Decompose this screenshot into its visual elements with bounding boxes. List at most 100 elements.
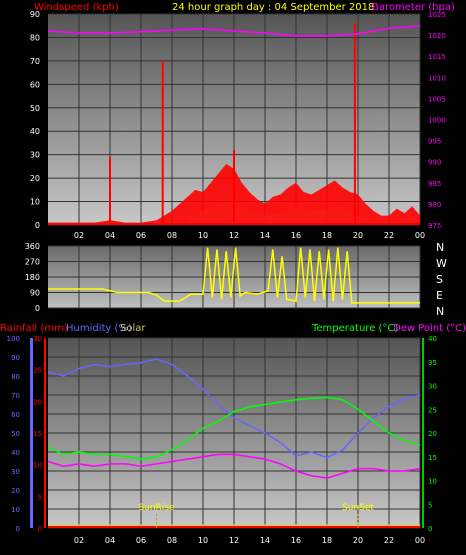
x-tick-label: 10	[198, 536, 208, 545]
tick-label: 995	[428, 138, 441, 146]
tick-label: 985	[428, 180, 441, 188]
tick-label: 20	[33, 398, 42, 406]
tick-label: 70	[30, 57, 40, 66]
barometer-series	[47, 25, 421, 37]
tick-label: 20	[11, 487, 20, 495]
tick-label: 40	[30, 127, 40, 136]
tick-label: 270	[25, 258, 40, 267]
compass-label: N	[436, 305, 444, 318]
solar-legend: Solar	[120, 323, 146, 334]
x-tick-label: 04	[105, 231, 115, 240]
tick-label: 1025	[428, 11, 446, 19]
tick-label: 20	[428, 430, 437, 438]
compass-label: W	[436, 257, 447, 270]
temp-humidity-grid	[48, 337, 421, 529]
tick-label: 50	[11, 430, 20, 438]
compass-label: S	[436, 273, 443, 286]
tick-label: 0	[35, 221, 40, 230]
x-tick-label: 16	[291, 536, 301, 545]
tick-label: 180	[25, 273, 40, 282]
wind-title: Windspeed (kph)	[34, 2, 119, 13]
time-axis-ticks-bottom: 02 04 06 08 10 12 14 16 18 20 22 00	[74, 536, 425, 545]
rain-legend: Rainfall (mm)	[0, 323, 68, 334]
temperature-axis-ticks: 0 5 10 15 20 25 30 35 40	[428, 335, 437, 533]
tick-label: 90	[30, 10, 40, 19]
x-tick-label: 14	[260, 231, 270, 240]
x-tick-label: 18	[322, 536, 332, 545]
tick-label: 25	[33, 367, 42, 375]
tick-label: 50	[30, 104, 40, 113]
baro-title: Barometer (hpa)	[372, 2, 455, 13]
rain-axis-bar	[44, 338, 46, 528]
tick-label: 15	[428, 454, 437, 462]
x-tick-label: 12	[229, 536, 239, 545]
tick-label: 975	[428, 222, 441, 230]
time-axis-ticks: 02 04 06 08 10 12 14 16 18 20 22 00	[74, 231, 425, 240]
tick-label: 100	[7, 335, 20, 343]
rain-axis-ticks: 0 5 10 15 20 25 30	[33, 335, 42, 533]
tick-label: 10	[428, 478, 437, 486]
wind-direction-line	[48, 247, 420, 304]
tick-label: 5	[38, 493, 42, 501]
tick-label: 60	[30, 80, 40, 89]
x-tick-label: 16	[291, 231, 301, 240]
barometer-line	[47, 25, 421, 37]
x-tick-label: 22	[384, 536, 394, 545]
x-tick-label: 22	[384, 231, 394, 240]
x-tick-label: 02	[74, 536, 84, 545]
humidity-legend: Humidity (%)	[66, 323, 132, 334]
x-tick-label: 14	[260, 536, 270, 545]
x-tick-label: 04	[105, 536, 115, 545]
tick-label: 80	[11, 373, 20, 381]
tick-label: 0	[428, 525, 432, 533]
tick-label: 30	[11, 468, 20, 476]
temp-humidity-series	[47, 358, 421, 528]
compass-label: N	[436, 241, 444, 254]
tick-label: 35	[428, 359, 437, 367]
day-title: 24 hour graph day : 04 September 2018	[172, 2, 374, 13]
x-tick-label: 18	[322, 231, 332, 240]
sunset-marker-label: SunSet	[342, 503, 374, 513]
baro-axis-ticks: 975 980 985 990 995 1000 1005 1010 1015 1020 1025	[428, 11, 446, 230]
tick-label: 5	[428, 501, 432, 509]
x-tick-label: 10	[198, 231, 208, 240]
x-tick-label: 02	[74, 231, 84, 240]
tick-label: 10	[33, 462, 42, 470]
wind-direction-grid	[48, 245, 421, 309]
tick-label: 90	[30, 289, 40, 298]
tick-label: 70	[11, 392, 20, 400]
wind-axis-ticks: 0 10 20 30 40 50 60 70 80 90	[30, 10, 40, 230]
tick-label: 15	[33, 430, 42, 438]
x-tick-label: 08	[167, 536, 177, 545]
tick-label: 60	[11, 411, 20, 419]
tick-label: 30	[428, 383, 437, 391]
temperature-line	[47, 396, 421, 460]
sun-markers: SunRise SunSet	[138, 503, 374, 528]
tick-label: 20	[30, 174, 40, 183]
x-tick-label: 12	[229, 231, 239, 240]
sunrise-marker-label: SunRise	[138, 503, 175, 513]
dewpoint-line	[47, 453, 421, 479]
tick-label: 10	[30, 198, 40, 207]
dewpoint-legend: Dew Point (°C)	[393, 323, 466, 334]
x-tick-label: 08	[167, 231, 177, 240]
x-tick-label: 06	[136, 536, 146, 545]
wind-series	[48, 23, 420, 225]
tick-label: 990	[428, 159, 441, 167]
tick-label: 1010	[428, 74, 446, 82]
direction-axis-ticks: 0 90 180 270 360	[25, 242, 40, 313]
wind-direction-series	[48, 247, 420, 304]
temperature-legend: Temperature (°C)	[311, 323, 398, 334]
tick-label: 80	[30, 33, 40, 42]
x-tick-label: 00	[415, 536, 425, 545]
tick-label: 980	[428, 201, 441, 209]
tick-label: 30	[33, 335, 42, 343]
temperature-axis-bar	[422, 338, 424, 528]
x-tick-label: 00	[415, 231, 425, 240]
tick-label: 0	[35, 304, 40, 313]
tick-label: 10	[11, 506, 20, 514]
tick-label: 0	[38, 525, 42, 533]
tick-label: 1015	[428, 53, 446, 61]
